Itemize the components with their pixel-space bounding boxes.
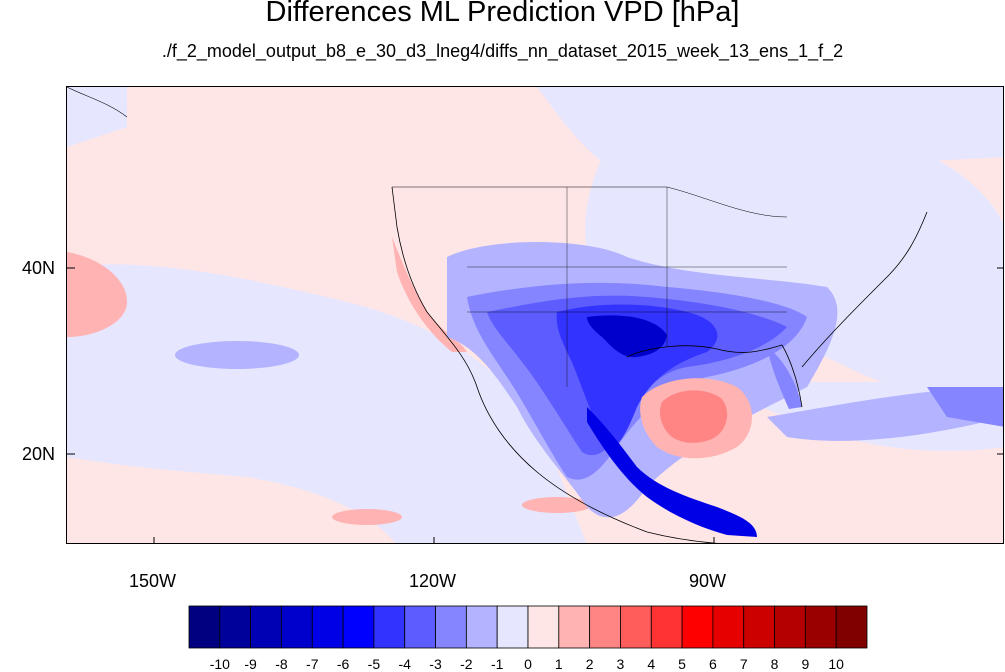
colorbar-swatch — [527, 605, 560, 649]
colorbar-swatch — [404, 605, 436, 649]
colorbar-swatch — [465, 605, 498, 649]
colorbar-swatch — [774, 605, 806, 649]
map-title: Differences ML Prediction VPD [hPa] — [265, 0, 740, 28]
pacific-coastline — [391, 186, 719, 543]
lon-label-90w: 90W — [689, 571, 727, 591]
colorbar-swatch — [311, 605, 344, 649]
colorbar-label: 4 — [647, 656, 656, 672]
colorbar-label: -9 — [244, 656, 257, 672]
atlantic-coastline — [801, 211, 928, 368]
colorbar-swatch — [435, 605, 467, 649]
colorbar-label: 5 — [678, 656, 686, 672]
colorbar-label: -2 — [460, 656, 473, 672]
lat-label-40n: 40N — [22, 258, 56, 278]
region-pink-south-pacific — [332, 509, 402, 525]
colorbar-label: -8 — [275, 656, 288, 672]
colorbar-swatch — [281, 605, 313, 649]
lon-label-120w: 120W — [409, 571, 457, 591]
gulf-coastline — [626, 344, 803, 408]
vpd-difference-map — [66, 86, 1004, 544]
region-darkblue-texas — [587, 315, 667, 358]
region-blue-texas — [556, 304, 718, 448]
colorbar-swatch — [712, 605, 745, 649]
map-canvas — [67, 87, 1003, 543]
region-darkblue-mexico — [587, 407, 757, 537]
colorbar-swatch — [589, 605, 621, 649]
colorbar-swatch — [835, 605, 868, 649]
colorbar-label: 9 — [801, 656, 810, 672]
region-blue-pacific-blob — [175, 341, 299, 369]
colorbar-swatch — [496, 605, 529, 649]
region-light-blue-canada — [585, 128, 1003, 396]
region-light-blue-pacific — [67, 264, 587, 543]
colorbar-swatch — [373, 605, 406, 649]
colorbar — [188, 605, 868, 649]
colorbar-label: 1 — [554, 656, 563, 672]
colorbar-swatch — [650, 605, 683, 649]
region-pink-south-east-pacific — [522, 497, 592, 513]
colorbar-label: 0 — [524, 656, 532, 672]
state-borders — [467, 187, 787, 387]
region-red-gulf — [660, 390, 728, 443]
colorbar-label: 8 — [770, 656, 779, 672]
us-canada-border — [392, 186, 788, 218]
colorbar-swatch — [681, 605, 714, 649]
colorbar-swatch — [804, 605, 837, 649]
colorbar-label: 3 — [616, 656, 625, 672]
lat-label-20n: 20N — [22, 444, 56, 464]
colorbar-label: 10 — [828, 656, 844, 672]
colorbar-swatch — [219, 605, 252, 649]
colorbar-swatch — [743, 605, 775, 649]
lon-label-150w: 150W — [129, 571, 177, 591]
colorbar-swatch — [342, 605, 375, 649]
colorbar-label: -7 — [306, 656, 319, 672]
colorbar-label: -10 — [209, 656, 230, 672]
region-pink-california — [392, 237, 467, 352]
colorbar-label: -6 — [336, 656, 350, 672]
colorbar-label: 6 — [709, 656, 717, 672]
colorbar-label: 7 — [739, 656, 748, 672]
map-subtitle: ./f_2_model_output_b8_e_30_d3_lneg4/diff… — [161, 41, 844, 61]
colorbar-swatch — [188, 605, 221, 649]
colorbar-swatch — [620, 605, 652, 649]
colorbar-label: -4 — [398, 656, 411, 672]
colorbar-label: -5 — [367, 656, 381, 672]
axis-ticks — [67, 267, 1003, 543]
colorbar-swatch — [558, 605, 591, 649]
region-pink-west — [67, 252, 127, 337]
colorbar-label: -3 — [429, 656, 442, 672]
region-blue-florida — [767, 347, 802, 409]
colorbar-label: 2 — [585, 656, 594, 672]
alaska-coastline — [67, 87, 128, 118]
colorbar-label: -1 — [490, 656, 504, 672]
colorbar-swatch — [250, 605, 282, 649]
region-blue-atlantic-east — [927, 387, 1003, 427]
